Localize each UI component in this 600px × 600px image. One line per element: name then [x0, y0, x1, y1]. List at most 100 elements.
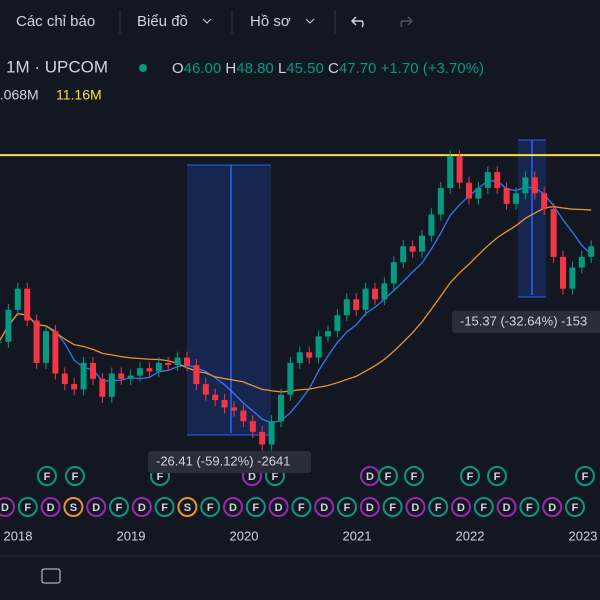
event-marker: F	[473, 497, 494, 517]
chart-button[interactable]: Biểu đồ	[137, 13, 188, 30]
event-marker: D	[131, 497, 152, 517]
event-label: F	[116, 502, 123, 514]
low: 45.50	[286, 60, 324, 77]
date-range-button[interactable]	[41, 568, 61, 584]
event-label: F	[207, 502, 214, 514]
time-axis: 2018 2019 2020 2021 2022 2023	[4, 528, 598, 543]
event-marker: D	[314, 497, 335, 517]
event-marker: F	[337, 497, 357, 517]
event-circle	[245, 497, 266, 517]
candle	[409, 246, 416, 252]
candle	[513, 193, 519, 204]
undo-button[interactable]	[350, 16, 364, 28]
event-circle	[131, 497, 152, 517]
event-label: S	[184, 502, 191, 514]
candle	[221, 400, 228, 408]
candle	[268, 421, 275, 445]
event-label: F	[582, 471, 589, 483]
measure-boxes: -26.41 (-59.12%) -2641 -15.37 (-32.64%) …	[148, 311, 600, 473]
candle	[550, 209, 557, 257]
redo-button[interactable]	[400, 16, 414, 28]
event-circle	[291, 497, 312, 517]
event-circle	[0, 497, 15, 517]
event-label: F	[435, 502, 442, 514]
candle	[494, 172, 501, 188]
candle	[90, 362, 96, 379]
candle	[33, 320, 40, 363]
event-marker: D	[405, 497, 426, 517]
year-label: 2018	[4, 528, 33, 543]
candle	[5, 309, 12, 342]
event-circle	[37, 466, 57, 486]
candle	[306, 352, 313, 358]
candle	[560, 256, 566, 289]
event-marker: F	[291, 497, 312, 517]
candle	[43, 331, 49, 363]
event-marker: F	[575, 466, 595, 486]
measure-zone	[187, 165, 271, 435]
candle	[334, 315, 341, 332]
toolbar: Các chỉ báo Biểu đồ Hồ sơ	[0, 0, 600, 44]
event-label: F	[44, 471, 51, 483]
event-marker: D	[86, 497, 107, 517]
moving-average	[0, 180, 592, 424]
candle	[240, 410, 247, 422]
event-marker: F	[154, 497, 175, 517]
event-circle	[40, 497, 61, 517]
candle	[447, 156, 454, 188]
candle	[137, 368, 143, 376]
event-marker: F	[245, 497, 266, 517]
candle	[0, 341, 2, 343]
event-label: F	[298, 502, 305, 514]
event-marker: F	[65, 466, 85, 486]
candle	[466, 182, 472, 199]
candle	[174, 357, 181, 366]
indicators-button[interactable]: Các chỉ báo	[16, 13, 95, 30]
event-marker: F	[109, 497, 129, 517]
event-label: D	[275, 502, 283, 514]
year-label: 2022	[456, 528, 485, 543]
event-label: F	[252, 502, 259, 514]
event-marker: F	[382, 497, 403, 517]
event-label: D	[138, 502, 146, 514]
event-marker: D	[0, 497, 15, 517]
event-circle	[63, 497, 84, 517]
candle	[71, 384, 78, 390]
year-label: 2019	[117, 528, 146, 543]
event-circle	[109, 497, 129, 517]
candle	[588, 246, 595, 257]
symbol: 1M · UPCOM	[6, 57, 108, 76]
measure-box	[452, 311, 600, 333]
year-label: 2021	[343, 528, 372, 543]
candle	[325, 331, 331, 337]
candle	[146, 368, 153, 372]
event-marker: F	[378, 466, 398, 486]
candle	[541, 193, 548, 210]
candle	[118, 373, 125, 379]
event-label: D	[366, 471, 374, 483]
year-label: 2023	[569, 528, 598, 543]
event-marker: D	[360, 466, 380, 486]
candle	[381, 283, 388, 300]
chevron	[305, 18, 315, 24]
candle	[372, 288, 378, 300]
candle	[259, 431, 266, 445]
candle	[475, 188, 482, 199]
candle	[80, 362, 87, 390]
event-marker: D	[223, 497, 243, 517]
profile-button[interactable]: Hồ sơ	[250, 13, 291, 30]
event-label: D	[229, 502, 237, 514]
candle	[419, 235, 425, 252]
measure-label: -15.37 (-32.64%) -153	[460, 313, 587, 328]
event-label: D	[248, 471, 256, 483]
event-circle	[460, 466, 480, 486]
candle	[437, 188, 444, 215]
event-label: D	[366, 502, 374, 514]
event-label: F	[24, 502, 31, 514]
high: 48.80	[236, 60, 274, 77]
event-circle	[519, 497, 540, 517]
event-circle	[565, 497, 585, 517]
close: 47.70	[339, 60, 377, 77]
event-circle	[487, 466, 507, 486]
candle	[155, 362, 162, 372]
